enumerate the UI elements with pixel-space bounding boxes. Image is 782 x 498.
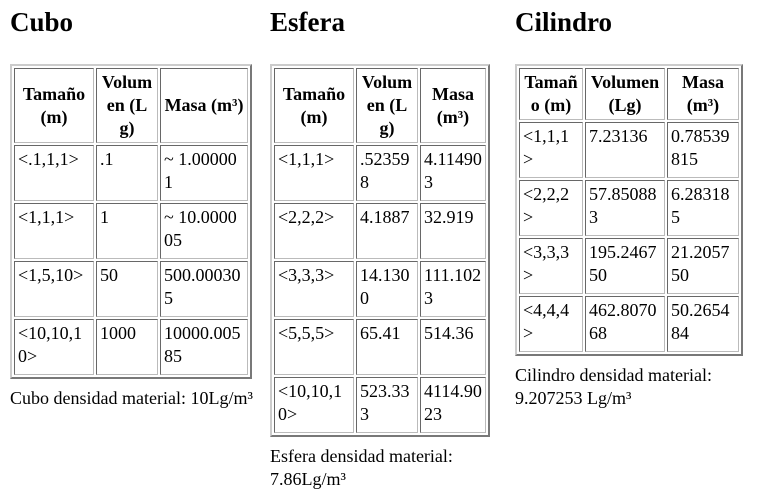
table-row: <1,1,1> .523598 4.114903	[274, 145, 486, 201]
table-cell: 523.333	[356, 377, 418, 433]
header-cell: Tamaño (m)	[14, 68, 94, 143]
table-row: <4,4,4> 462.807068 50.265484	[519, 296, 739, 352]
table-cell: 111.1023	[420, 261, 486, 317]
table-cell: .523598	[356, 145, 418, 201]
table-body: <1,1,1> .523598 4.114903 <2,2,2> 4.1887 32.91…	[274, 145, 486, 433]
table-cell: <4,4,4>	[519, 296, 583, 352]
header-row: Tamaño (m) Volumen (Lg) Masa (m³)	[274, 68, 486, 143]
table-cell: .1	[96, 145, 158, 201]
header-row: Tamaño (m) Volumen (Lg) Masa (m³)	[519, 68, 739, 120]
table-cell: 195.246750	[585, 238, 665, 294]
table-cell: <3,3,3>	[519, 238, 583, 294]
table-body: <.1,1,1> .1 ~ 1.000001 <1,1,1> 1 ~ 10.000005 <…	[14, 145, 248, 375]
table-head: Tamaño (m) Volumen (Lg) Masa (m³)	[14, 68, 248, 143]
table-cell: ~ 1.000001	[160, 145, 248, 201]
section-title: Esfera	[270, 7, 345, 37]
table-cell: <3,3,3>	[274, 261, 354, 317]
table-cell: 7.23136	[585, 122, 665, 178]
table-cell: <1,1,1>	[519, 122, 583, 178]
table-cell: 57.850883	[585, 180, 665, 236]
density-note: Esfera densidad material: 7.86Lg/m³	[270, 446, 453, 489]
table-row: <10,10,10> 1000 10000.00585	[14, 319, 248, 375]
header-cell: Masa (m³)	[667, 68, 739, 120]
data-table: Tamaño (m) Volumen (Lg) Masa (m³) <1,1,1> .5…	[270, 64, 490, 437]
table-cell: 500.000305	[160, 261, 248, 317]
table-cell: <10,10,10>	[14, 319, 94, 375]
table-cell: <1,5,10>	[14, 261, 94, 317]
section-title: Cilindro	[515, 7, 613, 37]
header-row: Tamaño (m) Volumen (Lg) Masa (m³)	[14, 68, 248, 143]
table-cell: 14.1300	[356, 261, 418, 317]
table-row: <3,3,3> 14.1300 111.1023	[274, 261, 486, 317]
table-cell: 4114.9023	[420, 377, 486, 433]
section-title: Cubo	[10, 7, 74, 37]
table-cell: 462.807068	[585, 296, 665, 352]
data-table: Tamaño (m) Volumen (Lg) Masa (m³) <.1,1,1>.…	[10, 64, 252, 379]
table-row: <3,3,3> 195.246750 21.205750	[519, 238, 739, 294]
table-row: <1,1,1> 1 ~ 10.000005	[14, 203, 248, 259]
data-table: Tamaño (m) Volumen (Lg) Masa (m³) <1,1,1> 7.…	[515, 64, 743, 356]
table-cell: 4.114903	[420, 145, 486, 201]
table-cell: <2,2,2>	[274, 203, 354, 259]
header-cell: Volumen (Lg)	[585, 68, 665, 120]
table-cell: 6.283185	[667, 180, 739, 236]
table-cell: 50.265484	[667, 296, 739, 352]
table-body: <1,1,1> 7.23136 0.78539815 <2,2,2> 57.850883…	[519, 122, 739, 352]
table-cell: <2,2,2>	[519, 180, 583, 236]
table-cell: 65.41	[356, 319, 418, 375]
table-cell: 0.78539815	[667, 122, 739, 178]
table-head: Tamaño (m) Volumen (Lg) Masa (m³)	[519, 68, 739, 120]
header-cell: Masa (m³)	[160, 68, 248, 143]
section: Esfera Tamaño (m) Volumen (Lg) Masa (m³) <1,…	[270, 0, 520, 491]
header-cell: Volumen (Lg)	[356, 68, 418, 143]
header-cell: Volumen (Lg)	[96, 68, 158, 143]
density-note: Cubo densidad material: 10Lg/m³	[10, 388, 253, 408]
table-row: <5,5,5> 65.41 514.36	[274, 319, 486, 375]
header-cell: Tamaño (m)	[519, 68, 583, 120]
table-row: <.1,1,1> .1 ~ 1.000001	[14, 145, 248, 201]
table-cell: 50	[96, 261, 158, 317]
table-cell: 4.1887	[356, 203, 418, 259]
table-cell: <1,1,1>	[274, 145, 354, 201]
table-cell: <.1,1,1>	[14, 145, 94, 201]
section: Cilindro Tamaño (m) Volumen (Lg) Masa (m³) <…	[515, 0, 765, 410]
table-cell: 514.36	[420, 319, 486, 375]
table-cell: ~ 10.000005	[160, 203, 248, 259]
header-cell: Tamaño (m)	[274, 68, 354, 143]
table-row: <1,1,1> 7.23136 0.78539815	[519, 122, 739, 178]
table-cell: 32.919	[420, 203, 486, 259]
table-row: <1,5,10> 50 500.000305	[14, 261, 248, 317]
table-head: Tamaño (m) Volumen (Lg) Masa (m³)	[274, 68, 486, 143]
table-cell: 10000.00585	[160, 319, 248, 375]
table-cell: 1000	[96, 319, 158, 375]
table-cell: <1,1,1>	[14, 203, 94, 259]
table-cell: <5,5,5>	[274, 319, 354, 375]
density-note: Cilindro densidad material: 9.207253 Lg/…	[515, 365, 712, 408]
table-row: <2,2,2> 4.1887 32.919	[274, 203, 486, 259]
table-cell: <10,10,10>	[274, 377, 354, 433]
header-cell: Masa (m³)	[420, 68, 486, 143]
table-cell: 1	[96, 203, 158, 259]
table-cell: 21.205750	[667, 238, 739, 294]
table-row: <10,10,10> 523.333 4114.9023	[274, 377, 486, 433]
section: Cubo Tamaño (m) Volumen (Lg) Masa (m³) <.1,1…	[10, 0, 260, 410]
table-row: <2,2,2> 57.850883 6.283185	[519, 180, 739, 236]
